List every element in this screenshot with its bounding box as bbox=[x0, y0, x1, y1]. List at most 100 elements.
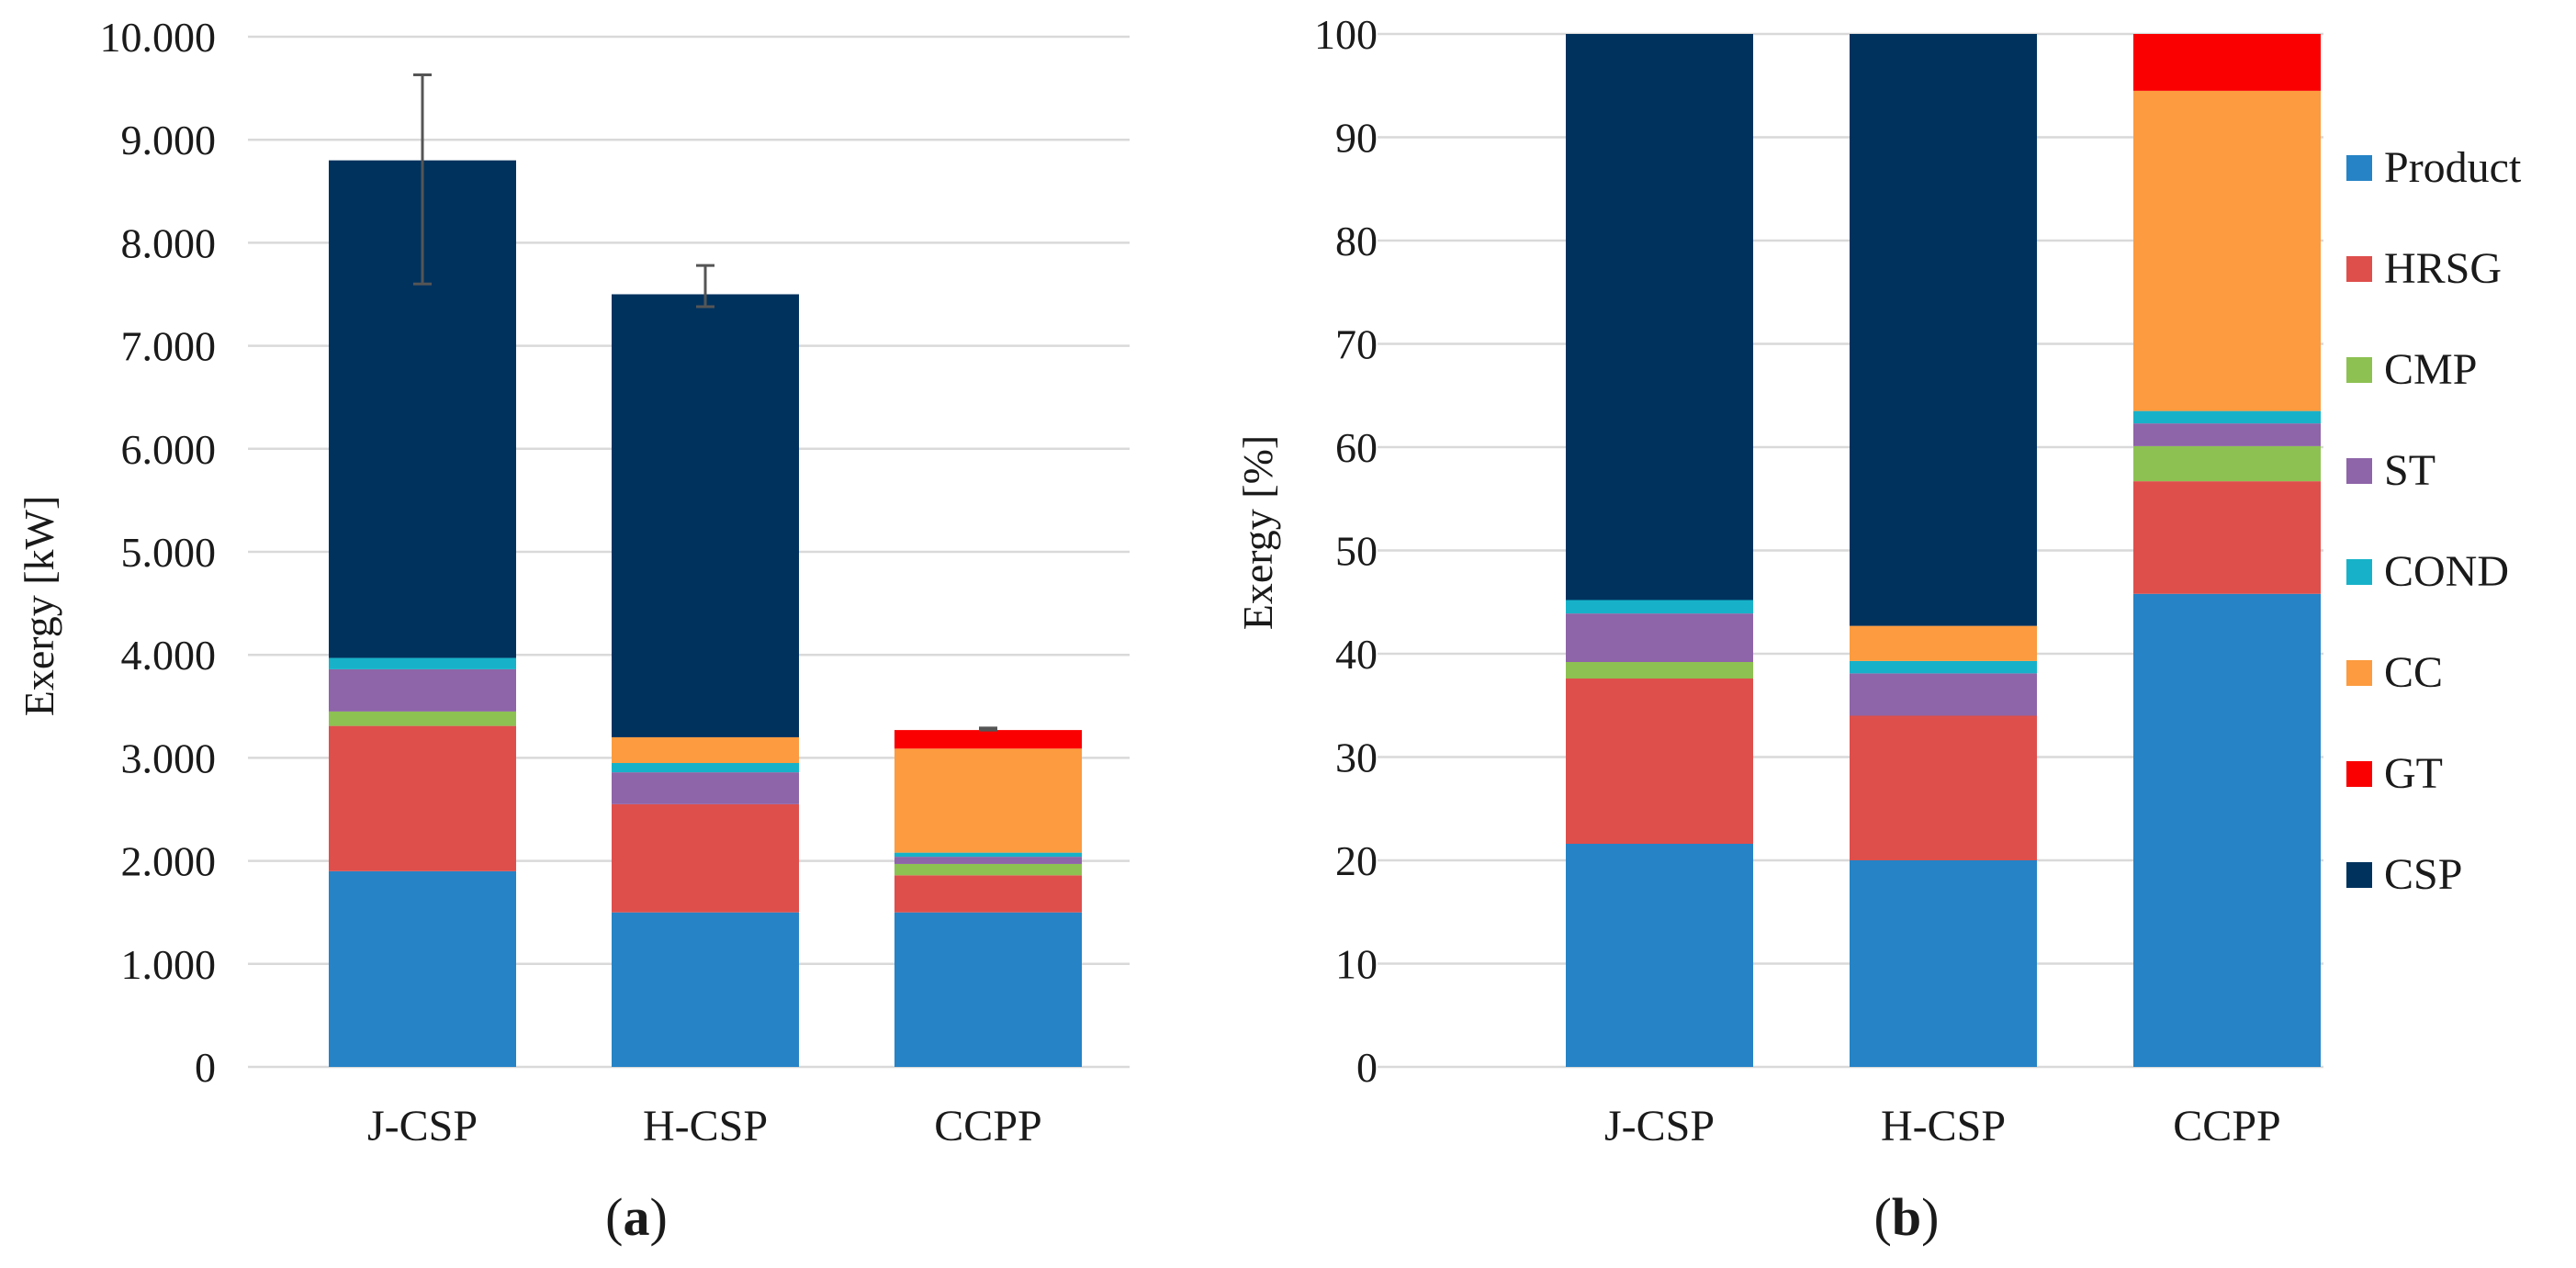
chart-b-bar-h-csp-cc bbox=[1850, 625, 2037, 661]
chart-a-error-bar-j-csp bbox=[413, 73, 432, 286]
chart-b-bar-j-csp-hrsg bbox=[1566, 679, 1753, 844]
chart-a-ytick-10000: 10.000 bbox=[100, 14, 217, 61]
chart-a-bar-h-csp-csp bbox=[612, 294, 799, 737]
legend-label-hrsg: HRSG bbox=[2384, 244, 2502, 293]
legend-swatch-cc bbox=[2346, 660, 2372, 686]
chart-b-bar-ccpp-cond bbox=[2133, 410, 2321, 424]
chart-a-category-labels: J-CSP H-CSP CCPP bbox=[367, 1102, 1042, 1150]
chart-b-bar-h-csp-product bbox=[1850, 860, 2037, 1067]
chart-b-panel-label: (b) bbox=[1874, 1187, 1940, 1247]
chart-a-ytick-2000: 2.000 bbox=[121, 838, 217, 885]
chart-a-error-bar-ccpp bbox=[979, 726, 997, 732]
chart-b-bar-ccpp-hrsg bbox=[2133, 481, 2321, 594]
chart-a-category-h-csp: H-CSP bbox=[643, 1102, 768, 1150]
legend-label-csp: CSP bbox=[2384, 850, 2462, 899]
chart-b-bar-ccpp-cc bbox=[2133, 90, 2321, 411]
chart-a-bar-j-csp-cond bbox=[329, 657, 516, 669]
legend-label-cmp: CMP bbox=[2384, 345, 2477, 394]
chart-b-bars bbox=[1566, 34, 2321, 1067]
chart-a-ytick-4000: 4.000 bbox=[121, 632, 217, 679]
legend-item-st: ST bbox=[2346, 446, 2435, 495]
legend-swatch-csp bbox=[2346, 862, 2372, 888]
chart-b-category-h-csp: H-CSP bbox=[1881, 1102, 2006, 1150]
legend-label-gt: GT bbox=[2384, 749, 2443, 798]
chart-b-bar-h-csp-hrsg bbox=[1850, 715, 2037, 860]
legend-label-st: ST bbox=[2384, 446, 2435, 495]
chart-a-ytick-0: 0 bbox=[195, 1044, 216, 1091]
chart-a-bar-h-csp-product bbox=[612, 912, 799, 1067]
chart-b-bar-ccpp-cmp bbox=[2133, 445, 2321, 482]
chart-a-bar-j-csp-product bbox=[329, 870, 516, 1067]
chart-a-ytick-6000: 6.000 bbox=[121, 426, 217, 473]
chart-b-bar-h-csp-st bbox=[1850, 673, 2037, 716]
chart-a-bar-ccpp-st bbox=[894, 857, 1082, 864]
legend-swatch-st bbox=[2346, 458, 2372, 484]
chart-b-ytick-70: 70 bbox=[1335, 321, 1378, 368]
chart-b-ytick-90: 90 bbox=[1335, 115, 1378, 162]
chart-a-error-bar-h-csp bbox=[696, 264, 714, 309]
legend-item-cond: COND bbox=[2346, 547, 2509, 596]
chart-a-bar-h-csp-cond bbox=[612, 763, 799, 773]
chart-a-ytick-3000: 3.000 bbox=[121, 735, 217, 781]
legend-item-cmp: CMP bbox=[2346, 345, 2477, 394]
chart-a-ytick-9000: 9.000 bbox=[121, 117, 217, 163]
chart-b-ytick-10: 10 bbox=[1335, 941, 1378, 988]
chart-a-bar-ccpp-cmp bbox=[894, 863, 1082, 876]
chart-b-bar-j-csp-product bbox=[1566, 844, 1753, 1067]
chart-b-ytick-100: 100 bbox=[1314, 11, 1378, 58]
chart-a-error-bars bbox=[413, 73, 997, 732]
chart-b-category-j-csp: J-CSP bbox=[1604, 1102, 1715, 1150]
chart-a-bar-ccpp-product bbox=[894, 912, 1082, 1067]
chart-a-panel-label: (a) bbox=[605, 1187, 668, 1247]
chart-a-bar-h-csp-st bbox=[612, 772, 799, 804]
chart-b-bar-ccpp-st bbox=[2133, 423, 2321, 446]
chart-b-category-labels: J-CSP H-CSP CCPP bbox=[1604, 1102, 2281, 1150]
chart-a-ytick-labels: 0 1.000 2.000 3.000 4.000 5.000 6.000 7.000 8.00… bbox=[100, 14, 217, 1091]
chart-a-category-j-csp: J-CSP bbox=[367, 1102, 478, 1150]
chart-b-bar-ccpp-product bbox=[2133, 593, 2321, 1067]
chart-b-bar-h-csp-cond bbox=[1850, 660, 2037, 674]
legend-swatch-cmp bbox=[2346, 357, 2372, 383]
chart-b-bar-j-csp-csp bbox=[1566, 34, 1753, 600]
chart-b-ytick-30: 30 bbox=[1335, 735, 1378, 781]
legend-swatch-gt bbox=[2346, 761, 2372, 787]
legend-item-gt: GT bbox=[2346, 749, 2443, 798]
legend-item-product: Product bbox=[2346, 143, 2522, 192]
chart-a-bar-h-csp-hrsg bbox=[612, 803, 799, 913]
chart-b: Exergy [%] 0 10 20 30 40 50 60 70 80 90 100 J-CSP H… bbox=[1234, 11, 2522, 1247]
chart-a-bar-ccpp-cond bbox=[894, 852, 1082, 858]
chart-a-category-ccpp: CCPP bbox=[934, 1102, 1041, 1150]
legend-item-hrsg: HRSG bbox=[2346, 244, 2502, 293]
legend-label-cc: CC bbox=[2384, 648, 2443, 697]
chart-a-bar-j-csp-hrsg bbox=[329, 725, 516, 871]
chart-b-ytick-20: 20 bbox=[1335, 837, 1378, 884]
chart-b-bar-h-csp-csp bbox=[1850, 34, 2037, 626]
legend-item-cc: CC bbox=[2346, 648, 2443, 697]
legend-swatch-product bbox=[2346, 155, 2372, 181]
chart-a-ytick-5000: 5.000 bbox=[121, 529, 217, 576]
chart-a-bar-ccpp-hrsg bbox=[894, 875, 1082, 913]
chart-b-ylabel: Exergy [%] bbox=[1234, 435, 1281, 630]
chart-b-bar-j-csp-st bbox=[1566, 613, 1753, 662]
chart-b-ytick-50: 50 bbox=[1335, 528, 1378, 575]
chart-b-category-ccpp: CCPP bbox=[2173, 1102, 2280, 1150]
chart-a-bar-ccpp-cc bbox=[894, 748, 1082, 853]
chart-a: Exergy [kW] 0 1.000 2.000 3.000 4.000 5.000 6.… bbox=[16, 14, 1130, 1247]
chart-a-bar-h-csp-cc bbox=[612, 736, 799, 764]
chart-b-bar-j-csp-cmp bbox=[1566, 662, 1753, 679]
chart-b-ytick-80: 80 bbox=[1335, 218, 1378, 264]
chart-a-ytick-8000: 8.000 bbox=[121, 219, 217, 266]
chart-a-bar-j-csp-st bbox=[329, 668, 516, 712]
chart-a-ylabel: Exergy [kW] bbox=[16, 496, 62, 717]
chart-a-ytick-1000: 1.000 bbox=[121, 941, 217, 988]
chart-b-ytick-60: 60 bbox=[1335, 424, 1378, 471]
legend-label-cond: COND bbox=[2384, 547, 2509, 596]
legend-swatch-cond bbox=[2346, 559, 2372, 585]
legend-swatch-hrsg bbox=[2346, 256, 2372, 282]
legend-label-product: Product bbox=[2384, 143, 2522, 192]
legend-item-csp: CSP bbox=[2346, 850, 2462, 899]
chart-b-ytick-40: 40 bbox=[1335, 631, 1378, 678]
chart-b-bar-j-csp-cond bbox=[1566, 600, 1753, 614]
chart-a-bar-ccpp-gt bbox=[894, 730, 1082, 749]
